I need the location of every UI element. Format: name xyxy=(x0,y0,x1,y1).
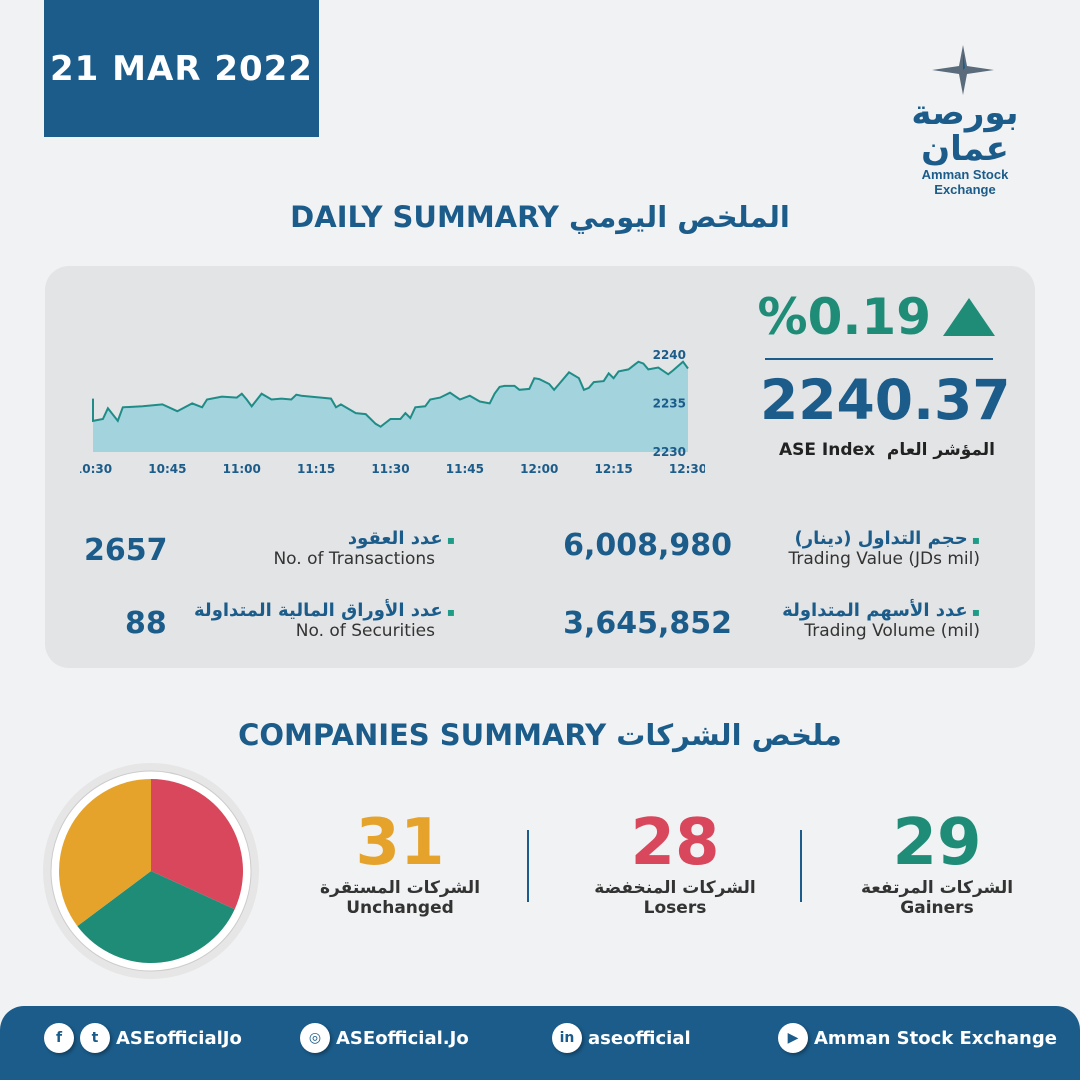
logo-arabic: بورصة عمان xyxy=(911,93,1019,169)
social-instagram[interactable]: ◎ ASEofficial.Jo xyxy=(300,1023,469,1053)
ase-logo: بورصة عمان Amman Stock Exchange xyxy=(890,45,1040,197)
unchanged-label-en: Unchanged xyxy=(346,898,454,918)
companies-losers: 28 الشركات المنخفضة Losers xyxy=(565,808,785,918)
up-arrow-icon xyxy=(943,298,995,336)
x-tick-label: 10:30 xyxy=(80,462,112,476)
index-label-en: ASE Index xyxy=(778,440,876,460)
divider xyxy=(527,830,529,902)
stat-transactions-number: 2657 xyxy=(84,533,168,568)
losers-count: 28 xyxy=(630,806,720,880)
stat-label-ar: حجم التداول (دينار) xyxy=(700,528,980,549)
companies-pie-chart xyxy=(43,763,259,979)
index-change-pct: %0.19 xyxy=(757,288,931,346)
stat-securities-number: 88 xyxy=(125,606,167,641)
y-tick-label: 2235 xyxy=(653,396,686,410)
index-chart: 10:30 10:45 11:00 11:15 11:30 11:45 12:00 12:15… xyxy=(80,348,705,476)
stat-securities: عدد الأوراق المالية المتداولة No. of Sec… xyxy=(160,600,455,641)
unchanged-label-ar: الشركات المستقرة xyxy=(319,878,481,898)
stat-trading-value-number: 6,008,980 xyxy=(563,528,732,563)
gainers-count: 29 xyxy=(892,806,982,880)
stat-transactions: عدد العقود No. of Transactions xyxy=(160,528,455,569)
stat-label-en: Trading Volume (mil) xyxy=(804,621,980,641)
divider xyxy=(765,358,993,360)
stat-label-en: No. of Securities xyxy=(295,621,435,641)
index-value: 2240.37 xyxy=(760,368,1011,432)
x-tick-label: 11:00 xyxy=(223,462,261,476)
social-label[interactable]: ASEofficial.Jo xyxy=(336,1027,469,1049)
stat-label-ar: عدد الأسهم المتداولة xyxy=(700,600,980,621)
x-tick-label: 11:45 xyxy=(446,462,484,476)
stat-label-ar: عدد الأوراق المالية المتداولة xyxy=(160,600,455,621)
stat-label-en: No. of Transactions xyxy=(273,549,435,569)
x-tick-label: 12:00 xyxy=(520,462,558,476)
x-tick-label: 10:45 xyxy=(148,462,186,476)
unchanged-count: 31 xyxy=(355,806,445,880)
x-tick-label: 11:15 xyxy=(297,462,335,476)
x-tick-label: 12:15 xyxy=(595,462,633,476)
footer-bar xyxy=(0,1006,1080,1080)
social-label[interactable]: aseofficial xyxy=(588,1027,691,1049)
social-label[interactable]: Amman Stock Exchange xyxy=(814,1027,1057,1049)
social-facebook-twitter[interactable]: f t ASEofficialJo xyxy=(44,1023,242,1053)
gainers-label-en: Gainers xyxy=(900,898,974,918)
chart-area xyxy=(93,361,688,452)
date-banner: 21 MAR 2022 xyxy=(44,0,319,137)
stat-trading-value: حجم التداول (دينار) Trading Value (JDs m… xyxy=(700,528,981,569)
gainers-label-ar: الشركات المرتفعة xyxy=(860,878,1014,898)
stat-label-ar: عدد العقود xyxy=(160,528,455,549)
stat-trading-volume: عدد الأسهم المتداولة Trading Volume (mil… xyxy=(700,600,980,641)
pie-slice-gainers xyxy=(77,871,235,963)
linkedin-icon[interactable]: in xyxy=(552,1023,582,1053)
youtube-icon[interactable]: ▶ xyxy=(778,1023,808,1053)
logo-english: Amman Stock Exchange xyxy=(921,167,1009,197)
social-label[interactable]: ASEofficialJo xyxy=(116,1027,242,1049)
y-tick-label: 2240 xyxy=(653,348,686,362)
index-change: %0.19 xyxy=(758,288,995,346)
social-youtube[interactable]: ▶ Amman Stock Exchange xyxy=(778,1023,1057,1053)
daily-summary-title: DAILY SUMMARY الملخص اليومي xyxy=(290,200,790,234)
y-tick-label: 2230 xyxy=(653,445,686,459)
losers-label-en: Losers xyxy=(643,898,707,918)
stat-trading-volume-number: 3,645,852 xyxy=(563,606,732,641)
social-linkedin[interactable]: in aseofficial xyxy=(552,1023,691,1053)
companies-unchanged: 31 الشركات المستقرة Unchanged xyxy=(290,808,510,918)
companies-summary-title: COMPANIES SUMMARY ملخص الشركات xyxy=(238,718,842,752)
x-tick-label: 12:30 xyxy=(669,462,705,476)
pie-slice-losers xyxy=(151,779,244,910)
stat-label-en: Trading Value (JDs mil) xyxy=(788,549,981,569)
pie-slice-unchanged xyxy=(59,779,151,927)
facebook-icon[interactable]: f xyxy=(44,1023,74,1053)
index-label-ar: المؤشر العام xyxy=(886,440,995,460)
companies-gainers: 29 الشركات المرتفعة Gainers xyxy=(827,808,1047,918)
x-tick-label: 11:30 xyxy=(371,462,409,476)
divider xyxy=(800,830,802,902)
losers-label-ar: الشركات المنخفضة xyxy=(594,878,756,898)
index-label: ASE Index المؤشر العام xyxy=(740,440,995,460)
twitter-icon[interactable]: t xyxy=(80,1023,110,1053)
star-logo-icon xyxy=(932,45,994,95)
instagram-icon[interactable]: ◎ xyxy=(300,1023,330,1053)
chart-line xyxy=(92,360,689,428)
